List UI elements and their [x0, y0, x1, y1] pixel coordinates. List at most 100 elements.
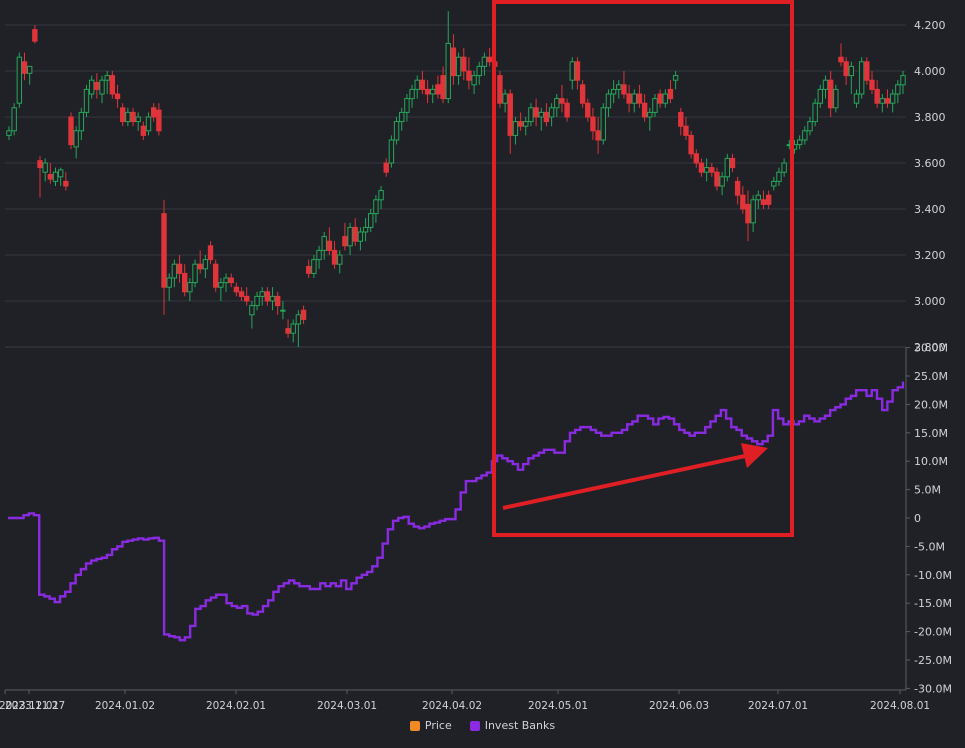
candle: [331, 241, 338, 269]
candle: [455, 52, 462, 85]
candle: [259, 287, 265, 306]
trend-arrow-head-icon: [741, 443, 768, 468]
x-tick-label: 2023.11.27: [5, 700, 65, 712]
candle: [207, 241, 214, 265]
candle: [523, 117, 529, 136]
candle-body: [156, 109, 162, 132]
candle-body: [590, 116, 596, 132]
candle: [140, 121, 147, 140]
candle: [388, 135, 395, 168]
candle-body: [781, 162, 787, 173]
candle-body: [884, 98, 891, 104]
candle-body: [383, 162, 389, 173]
candle-body: [430, 88, 436, 95]
candle-body: [99, 79, 105, 95]
candle: [807, 117, 813, 136]
candle-body: [802, 130, 808, 141]
candle-body: [213, 263, 219, 288]
price-tick-label: 3.800: [914, 111, 946, 124]
candle: [233, 282, 240, 297]
candle: [368, 209, 374, 232]
candle-body: [585, 102, 591, 118]
candle: [528, 103, 534, 127]
candle-body: [750, 199, 756, 224]
candle: [848, 61, 855, 94]
candle-body: [647, 111, 653, 118]
candle-body: [523, 121, 529, 127]
candle-body: [481, 56, 488, 67]
candle-body: [796, 139, 803, 146]
candle-body: [755, 194, 762, 201]
candle: [678, 107, 684, 136]
candle-body: [827, 79, 834, 109]
candle: [357, 227, 364, 251]
candle-body: [290, 323, 296, 334]
candle-body: [228, 277, 234, 284]
candle: [652, 94, 658, 117]
candle-body: [543, 111, 550, 123]
candle-body: [678, 111, 684, 127]
trend-arrow-shaft: [502, 454, 746, 510]
candle: [466, 57, 472, 90]
price-tick-label: 3.400: [914, 203, 946, 216]
candle: [838, 43, 844, 67]
candle-body: [259, 291, 265, 297]
candle-body: [693, 153, 699, 164]
flow-tick-label: 25.0M: [914, 370, 948, 383]
candle-body: [683, 125, 689, 136]
candle: [750, 195, 756, 232]
candle: [729, 153, 736, 173]
x-tick-label: 2024.01.02: [95, 700, 155, 712]
candle: [698, 158, 705, 177]
candle-body: [404, 98, 410, 113]
candle-body: [399, 111, 405, 123]
candle: [269, 287, 276, 311]
legend-item-invest-banks[interactable]: Invest Banks: [469, 719, 555, 732]
candle: [781, 158, 787, 177]
candle-body: [26, 65, 33, 74]
candle: [497, 71, 503, 108]
candle-body: [419, 79, 426, 90]
candle-body: [63, 180, 69, 187]
flow-tick-label: -20.0M: [914, 626, 952, 639]
candle-body: [843, 61, 849, 77]
candle: [771, 176, 777, 191]
candle: [574, 57, 581, 90]
candle: [409, 84, 415, 108]
candle: [311, 255, 317, 278]
candle-body: [471, 75, 477, 86]
candle: [812, 98, 818, 127]
candle: [37, 156, 43, 198]
candle: [471, 71, 477, 94]
candle-body: [109, 75, 116, 95]
candle: [647, 107, 653, 131]
candle-body: [569, 61, 575, 81]
candle: [579, 80, 586, 108]
candle-body: [187, 282, 193, 293]
candle: [662, 89, 668, 108]
candle-body: [104, 75, 110, 81]
candle-body: [42, 162, 48, 173]
price-tick-label: 4.200: [914, 19, 946, 32]
candle-body: [316, 249, 322, 261]
candle-body: [709, 167, 715, 173]
candle: [244, 287, 250, 306]
candle-body: [6, 130, 12, 136]
legend: Price Invest Banks: [0, 719, 965, 732]
candle: [745, 190, 751, 242]
candle: [393, 117, 400, 145]
candle: [316, 245, 322, 269]
candle-body: [895, 84, 901, 95]
candle-body: [440, 75, 446, 100]
candle-body: [631, 93, 637, 104]
flow-tick-label: -25.0M: [914, 654, 952, 667]
candle: [569, 57, 575, 90]
candle-body: [32, 29, 38, 42]
candle-body: [760, 199, 767, 205]
candle-body: [264, 291, 271, 302]
candle-body: [21, 61, 28, 74]
candle: [383, 158, 389, 177]
legend-item-price[interactable]: Price: [409, 719, 452, 732]
candle: [156, 103, 162, 136]
